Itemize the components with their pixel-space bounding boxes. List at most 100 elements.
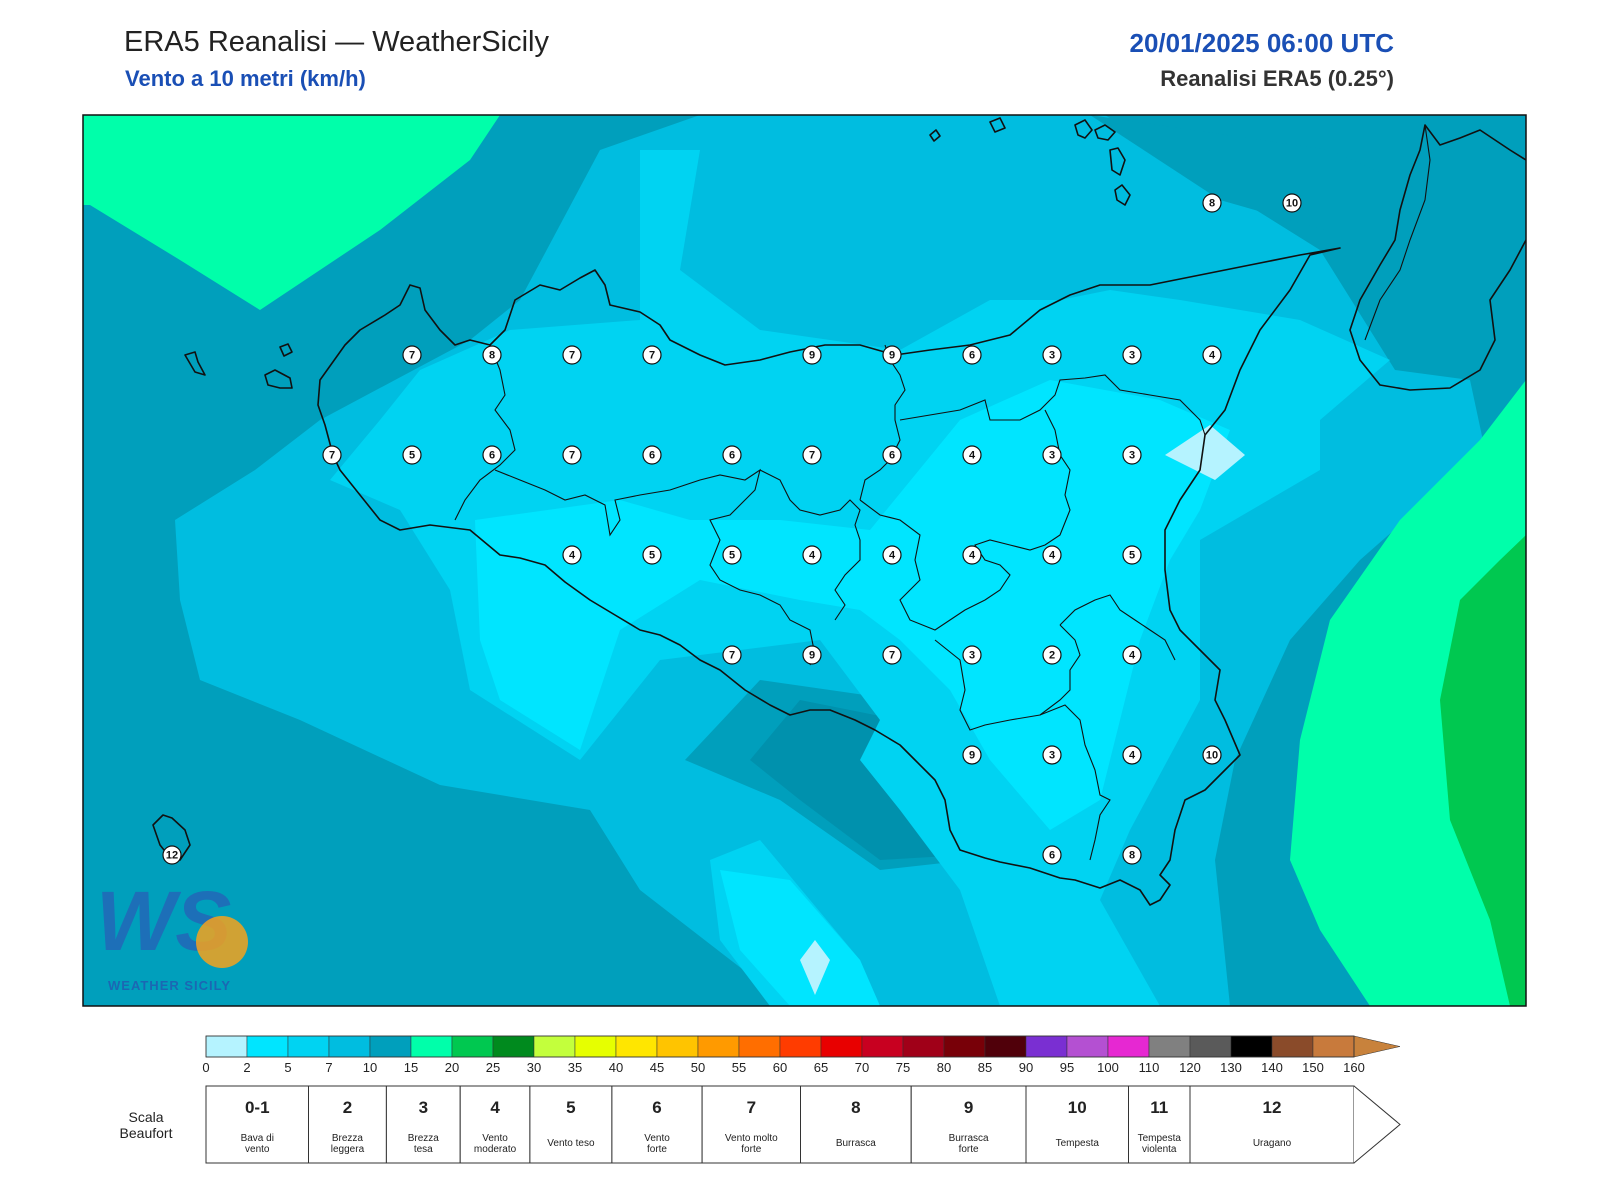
- colorbar-swatch: [615, 1035, 658, 1058]
- beaufort-number: 8: [851, 1098, 860, 1117]
- beaufort-cell: [910, 1085, 1027, 1164]
- beaufort-cell: [611, 1085, 703, 1164]
- station-circle: [882, 345, 902, 365]
- station-circle: [322, 445, 342, 465]
- beaufort-description: Vento: [644, 1133, 670, 1144]
- favignana-island: [264, 369, 293, 389]
- station-value: 4: [1049, 550, 1056, 562]
- wind-band-dark-north: [1090, 115, 1420, 240]
- station-value: 4: [969, 550, 976, 562]
- station-circle: [1202, 745, 1222, 765]
- beaufort-label-line1: Scala: [128, 1109, 163, 1125]
- station-marker: 8: [1202, 193, 1222, 213]
- colorbar-tail: [1353, 1035, 1401, 1058]
- vulcano-island: [1109, 147, 1126, 176]
- calabria-coastline: [1349, 124, 1526, 391]
- station-marker: 7: [802, 445, 822, 465]
- colorbar-swatch: [410, 1035, 453, 1058]
- colorbar-tick-label: 85: [978, 1060, 992, 1075]
- station-marker: 10: [1202, 745, 1222, 765]
- station-value: 12: [166, 850, 178, 862]
- beaufort-cell: [459, 1085, 531, 1164]
- station-circle: [1042, 745, 1062, 765]
- beaufort-description: Uragano: [1253, 1138, 1292, 1149]
- station-marker: 4: [802, 545, 822, 565]
- beaufort-number: 4: [490, 1098, 500, 1117]
- station-value: 9: [809, 350, 815, 362]
- colorbar-swatch: [779, 1035, 822, 1058]
- beaufort-description: Tempesta: [1138, 1133, 1182, 1144]
- station-circle: [1042, 545, 1062, 565]
- colorbar-swatch: [861, 1035, 904, 1058]
- station-circle: [1122, 645, 1142, 665]
- station-circle: [1282, 193, 1302, 213]
- beaufort-box: 10 Tempesta: [1025, 1085, 1129, 1164]
- colorbar-swatch: [984, 1035, 1027, 1058]
- ustica-island: [929, 129, 941, 142]
- colorbar-outline: [205, 1035, 1355, 1058]
- station-circle: [802, 645, 822, 665]
- stromboli-island: [989, 117, 1006, 133]
- station-value: 2: [1049, 650, 1055, 662]
- colorbar-swatch: [1312, 1035, 1355, 1058]
- wind-band-2-5: [475, 380, 1230, 830]
- station-marker: 4: [1122, 645, 1142, 665]
- station-circle: [962, 445, 982, 465]
- beaufort-description: moderato: [474, 1144, 517, 1155]
- beaufort-cell: [1025, 1085, 1129, 1164]
- station-value: 10: [1286, 198, 1298, 210]
- colorbar-tick-label: 75: [896, 1060, 910, 1075]
- station-marker: 4: [1202, 345, 1222, 365]
- station-value: 10: [1206, 750, 1218, 762]
- beaufort-box: 12 Uragano: [1189, 1085, 1355, 1164]
- station-marker: 7: [402, 345, 422, 365]
- station-marker: 5: [1122, 545, 1142, 565]
- beaufort-cell: [800, 1085, 912, 1164]
- station-marker: 3: [1042, 345, 1062, 365]
- colorbar-swatch: [738, 1035, 781, 1058]
- station-value: 6: [729, 450, 735, 462]
- station-circle: [562, 445, 582, 465]
- station-marker: 6: [642, 445, 662, 465]
- colorbar-swatch: [1189, 1035, 1232, 1058]
- beaufort-description: Burrasca: [949, 1133, 989, 1144]
- colorbar-swatch: [902, 1035, 945, 1058]
- station-marker: 6: [722, 445, 742, 465]
- station-marker: 3: [1042, 745, 1062, 765]
- station-value: 3: [1129, 350, 1135, 362]
- station-circle: [722, 645, 742, 665]
- border-calabria: [1364, 124, 1431, 341]
- colorbar-tick-label: 95: [1060, 1060, 1074, 1075]
- station-marker: 8: [482, 345, 502, 365]
- station-circle: [562, 345, 582, 365]
- station-marker: 12: [162, 845, 182, 865]
- wind-band-0-2-south: [800, 940, 830, 995]
- station-value: 7: [729, 650, 735, 662]
- colorbar-tick-label: 25: [486, 1060, 500, 1075]
- station-value: 8: [1129, 850, 1135, 862]
- station-marker: 4: [562, 545, 582, 565]
- station-circle: [562, 545, 582, 565]
- station-circle: [402, 445, 422, 465]
- beaufort-label-line2: Beaufort: [120, 1125, 173, 1141]
- levanzo-island: [279, 343, 293, 357]
- station-value: 4: [1129, 650, 1136, 662]
- colorbar-tick-label: 60: [773, 1060, 787, 1075]
- border-catania-ragusa: [934, 639, 1111, 861]
- station-marker: 4: [962, 445, 982, 465]
- sicily-coastline: [317, 247, 1341, 906]
- colorbar-swatch: [328, 1035, 371, 1058]
- beaufort-cell: [529, 1085, 613, 1164]
- station-value: 4: [969, 450, 976, 462]
- beaufort-box: 8 Burrasca: [800, 1085, 912, 1164]
- colorbar-swatch: [287, 1035, 330, 1058]
- beaufort-description: leggera: [331, 1144, 365, 1155]
- station-value: 9: [809, 650, 815, 662]
- beaufort-description: Brezza: [408, 1133, 440, 1144]
- colorbar-swatch: [492, 1035, 535, 1058]
- station-circle: [802, 545, 822, 565]
